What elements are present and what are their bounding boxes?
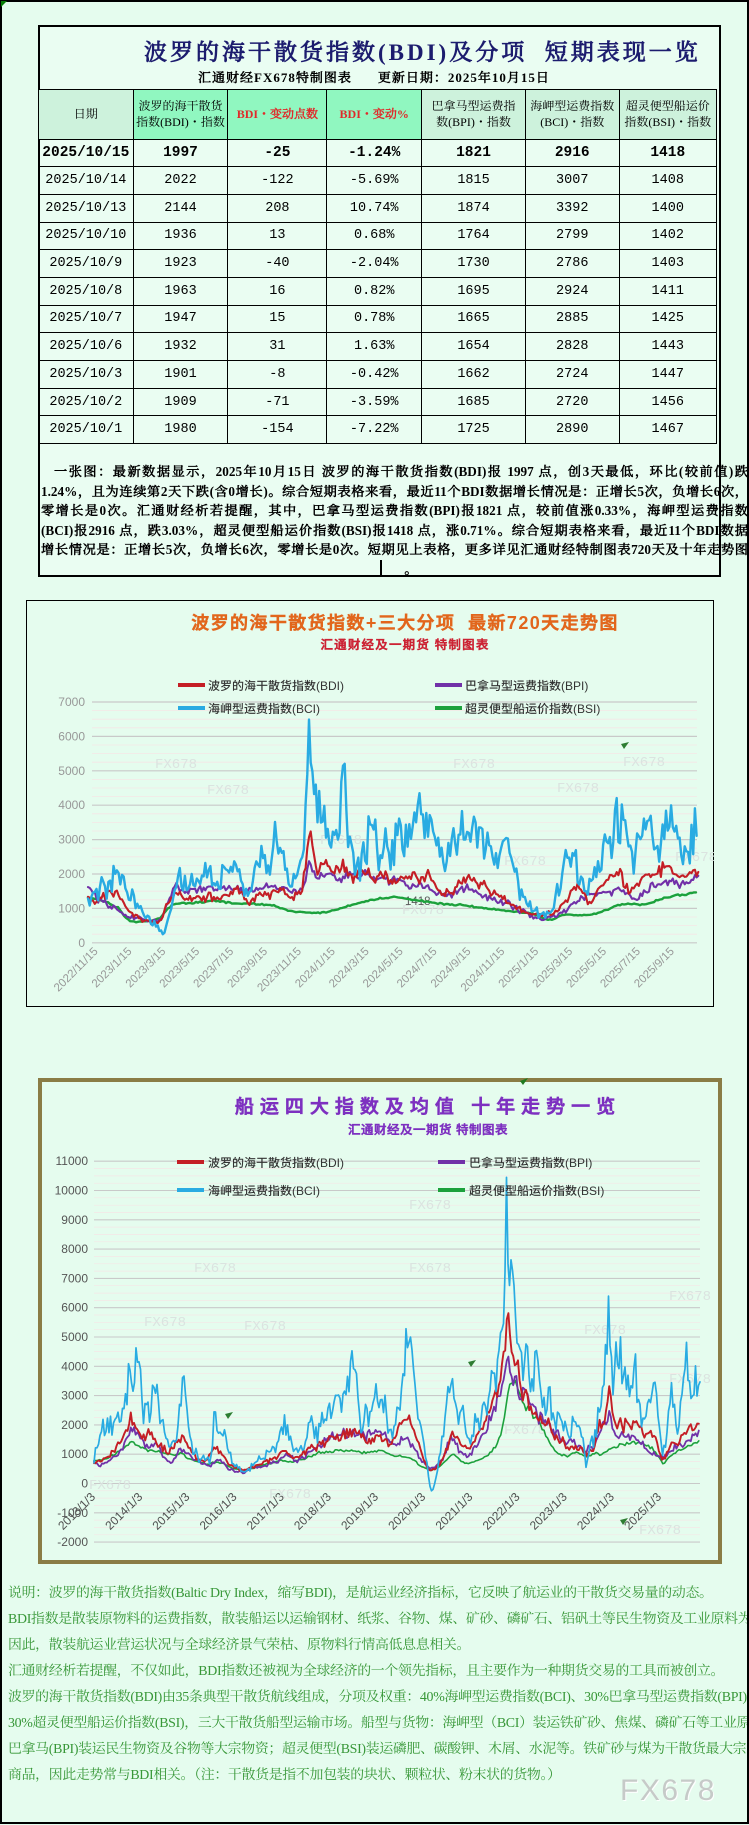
svg-text:-2000: -2000 [57,1535,88,1549]
svg-text:2022/11/15: 2022/11/15 [52,945,101,994]
svg-text:8000: 8000 [61,1242,88,1256]
svg-text:FX678: FX678 [452,757,494,773]
svg-text:2000: 2000 [61,1418,88,1432]
svg-text:FX678: FX678 [269,1487,311,1503]
svg-text:2014/1/3: 2014/1/3 [102,1489,145,1532]
svg-text:-1000: -1000 [57,1506,88,1520]
svg-text:FX678: FX678 [669,1289,711,1305]
svg-text:11000: 11000 [56,1154,89,1168]
svg-text:FX678: FX678 [154,757,196,773]
svg-text:10000: 10000 [55,1184,89,1198]
svg-text:FX678: FX678 [244,1319,286,1335]
svg-text:FX678: FX678 [584,1323,626,1339]
svg-text:FX678: FX678 [669,1372,711,1388]
svg-text:9000: 9000 [61,1213,88,1227]
svg-text:FX678: FX678 [409,1261,451,1277]
svg-text:5000: 5000 [61,1330,88,1344]
svg-text:FX678: FX678 [89,1478,131,1494]
svg-text:2000: 2000 [58,867,85,881]
svg-text:FX678: FX678 [504,1423,546,1439]
svg-text:6000: 6000 [58,729,85,743]
svg-text:0: 0 [81,1477,88,1491]
svg-text:FX678: FX678 [194,1261,236,1277]
svg-text:FX678: FX678 [401,903,443,919]
svg-text:2016/1/3: 2016/1/3 [197,1489,240,1532]
svg-text:3000: 3000 [61,1389,88,1403]
svg-text:4000: 4000 [61,1359,88,1373]
svg-text:FX678: FX678 [556,781,598,797]
svg-text:7000: 7000 [61,1271,88,1285]
svg-text:6000: 6000 [61,1301,88,1315]
svg-text:1000: 1000 [61,1447,88,1461]
svg-text:4000: 4000 [58,798,85,812]
svg-text:2022/1/3: 2022/1/3 [480,1489,523,1532]
svg-text:3000: 3000 [58,832,85,846]
svg-text:2023/1/3: 2023/1/3 [527,1489,570,1532]
svg-text:FX678: FX678 [639,1523,681,1539]
svg-text:5000: 5000 [58,763,85,777]
svg-text:7000: 7000 [58,695,85,709]
svg-text:FX678: FX678 [409,1198,451,1214]
svg-text:2015/1/3: 2015/1/3 [149,1489,192,1532]
svg-text:2021/1/3: 2021/1/3 [433,1489,476,1532]
svg-text:2020/1/3: 2020/1/3 [385,1489,428,1532]
svg-text:FX678: FX678 [144,1315,186,1331]
svg-text:FX678: FX678 [206,783,248,799]
svg-text:2019/1/3: 2019/1/3 [338,1489,381,1532]
svg-text:2024/1/3: 2024/1/3 [574,1489,617,1532]
svg-text:1000: 1000 [58,901,85,915]
svg-text:0: 0 [78,935,85,949]
svg-text:FX678: FX678 [622,755,664,771]
